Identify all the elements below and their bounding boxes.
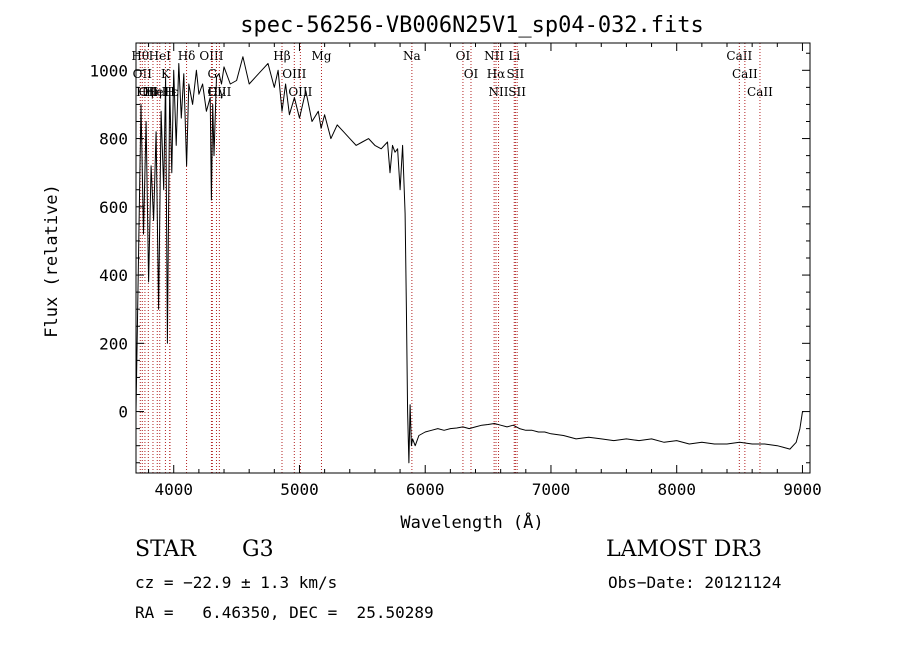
line-label-10: Hδ: [178, 49, 196, 63]
redshift-info: cz = −22.9 ± 1.3 km/s: [135, 573, 338, 592]
x-tick-label-5000: 5000: [280, 480, 319, 499]
y-tick-label-600: 600: [99, 198, 128, 217]
line-label-18: Mg: [311, 49, 331, 63]
observation-date: Obs−Date: 20121124: [608, 573, 782, 592]
x-tick-label-9000: 9000: [783, 480, 822, 499]
object-subclass: G3: [242, 537, 274, 562]
plot-frame: [135, 42, 811, 474]
object-class: STAR: [135, 537, 196, 562]
x-tick-label-8000: 8000: [657, 480, 696, 499]
line-label-30: CaII: [747, 85, 773, 99]
x-tick-label-6000: 6000: [406, 480, 445, 499]
series-line-flux: [135, 56, 804, 464]
line-label-19: Na: [403, 49, 421, 63]
line-label-11: OIII: [199, 49, 223, 63]
line-label-25: Li: [508, 49, 520, 63]
line-label-14: OIII: [207, 85, 231, 99]
chart-title: spec-56256-VB006N25V1_sp04-032.fits: [240, 13, 704, 38]
tick-layer: 4000 5000 6000 7000 8000 9000 0 200 400 600 800 100…: [89, 43, 822, 499]
survey-name: LAMOST DR3: [606, 537, 762, 562]
x-tick-label-7000: 7000: [532, 480, 571, 499]
line-label-12: G: [208, 67, 218, 81]
line-label-0: Hθ: [131, 49, 149, 63]
line-label-24: NII: [489, 85, 509, 99]
line-label-15: Hβ: [273, 49, 290, 63]
x-axis-label: Wavelength (Å): [400, 511, 543, 533]
line-label-23: Hα: [487, 67, 506, 81]
series-layer: [135, 56, 804, 464]
y-axis-label: Flux (relative): [42, 184, 62, 338]
line-label-20: OI: [456, 49, 471, 63]
line-label-6: HeI: [149, 49, 172, 63]
line-label-2: Hη: [136, 85, 154, 99]
line-label-7: K: [161, 67, 171, 81]
y-tick-label-0: 0: [118, 403, 128, 422]
line-label-16: OIII: [282, 67, 306, 81]
line-label-22: NII: [484, 49, 504, 63]
y-tick-label-800: 800: [99, 130, 128, 149]
line-label-26: SII: [507, 67, 525, 81]
line-label-27: SII: [508, 85, 526, 99]
line-label-28: CaII: [726, 49, 752, 63]
y-tick-label-1000: 1000: [89, 61, 128, 80]
y-tick-label-200: 200: [99, 334, 128, 353]
line-label-17: OIII: [288, 85, 312, 99]
line-label-29: CaII: [732, 67, 758, 81]
line-label-21: OI: [464, 67, 479, 81]
line-label-5: HeI: [146, 85, 169, 99]
line-marker-layer: HθOIIHηOIIHηHeIHeIKHHεHδOIIIGHγOIIIHβOII…: [131, 43, 773, 473]
ra-dec-coordinates: RA = 6.46350, DEC = 25.50289: [135, 603, 434, 622]
y-tick-label-400: 400: [99, 266, 128, 285]
x-tick-label-4000: 4000: [154, 480, 193, 499]
